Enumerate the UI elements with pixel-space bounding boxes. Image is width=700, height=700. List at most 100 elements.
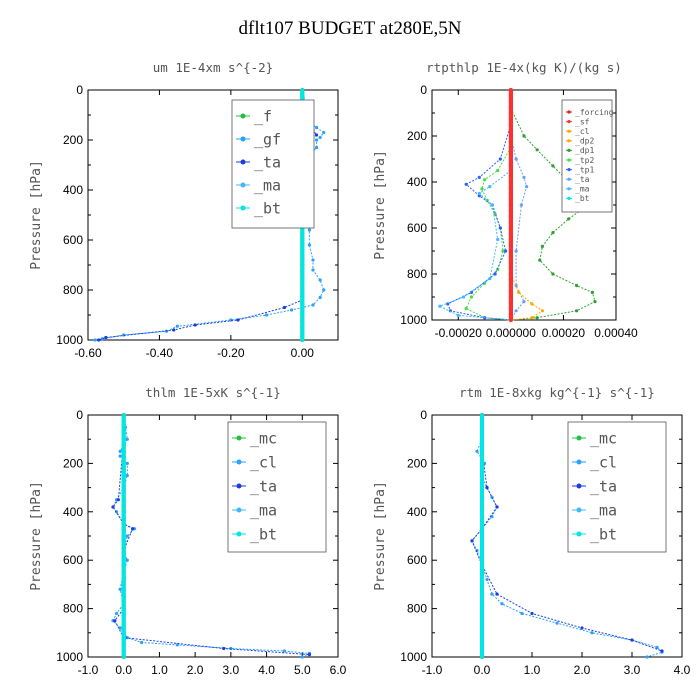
legend-label: _cl bbox=[590, 453, 617, 471]
data-point bbox=[318, 295, 322, 300]
x-tick-label: 1.0 bbox=[524, 663, 541, 677]
data-point bbox=[121, 582, 126, 587]
data-point bbox=[496, 168, 500, 173]
x-tick-label: 3.0 bbox=[624, 663, 641, 677]
series-line-ma bbox=[438, 170, 512, 321]
data-point bbox=[508, 99, 513, 104]
data-point bbox=[438, 304, 442, 308]
data-point bbox=[314, 133, 319, 137]
legend-label: _forcing bbox=[575, 108, 614, 117]
data-point bbox=[480, 479, 484, 484]
data-point bbox=[485, 486, 489, 490]
y-tick-label: 200 bbox=[63, 456, 83, 470]
data-point bbox=[121, 503, 126, 508]
legend-marker bbox=[567, 177, 571, 181]
x-tick-label: 2.0 bbox=[574, 663, 591, 677]
data-point bbox=[522, 300, 526, 304]
data-point bbox=[517, 290, 521, 294]
x-tick-label: -0.20 bbox=[217, 346, 245, 360]
data-point bbox=[300, 269, 305, 274]
data-point bbox=[121, 449, 126, 454]
y-tick-label: 800 bbox=[407, 267, 427, 281]
legend-marker bbox=[576, 435, 582, 441]
data-point bbox=[480, 600, 484, 605]
data-point bbox=[508, 139, 513, 144]
data-point bbox=[97, 338, 101, 342]
y-tick-label: 600 bbox=[63, 553, 83, 567]
data-point bbox=[300, 306, 305, 311]
data-point bbox=[300, 263, 305, 267]
data-point bbox=[300, 319, 305, 324]
y-tick-label: 200 bbox=[407, 456, 427, 470]
data-point bbox=[480, 425, 484, 430]
data-point bbox=[172, 328, 176, 332]
figure-title: dflt107 BUDGET at280E,5N bbox=[238, 18, 462, 39]
data-point bbox=[300, 250, 305, 255]
y-tick-label: 400 bbox=[407, 505, 427, 519]
data-point bbox=[300, 294, 305, 299]
legend-label: _bt bbox=[590, 525, 617, 543]
data-point bbox=[480, 413, 484, 417]
data-point bbox=[480, 630, 484, 635]
legend-marker bbox=[576, 531, 582, 537]
data-point bbox=[121, 612, 126, 617]
data-point bbox=[477, 191, 481, 196]
data-point bbox=[121, 534, 126, 538]
data-point bbox=[121, 600, 126, 605]
data-point bbox=[300, 275, 305, 280]
data-point bbox=[508, 260, 513, 265]
legend-marker bbox=[240, 136, 246, 142]
data-point bbox=[480, 636, 484, 641]
legend-label: _sf bbox=[575, 117, 590, 126]
data-point bbox=[540, 309, 545, 313]
panel-title: um 1E-4xm s^{-2} bbox=[153, 60, 273, 75]
data-point bbox=[525, 185, 529, 189]
data-point bbox=[495, 505, 499, 509]
legend-label: _ma bbox=[250, 501, 277, 519]
data-point bbox=[645, 655, 649, 659]
data-point bbox=[139, 640, 144, 645]
data-point bbox=[508, 145, 513, 150]
data-point bbox=[508, 289, 513, 294]
legend-marker bbox=[240, 182, 246, 188]
data-point bbox=[551, 231, 555, 235]
data-point bbox=[480, 588, 484, 593]
data-point bbox=[300, 338, 305, 342]
x-tick-label: -0.60 bbox=[74, 346, 102, 360]
data-point bbox=[104, 335, 108, 340]
legend-box bbox=[567, 421, 667, 553]
data-point bbox=[498, 157, 502, 161]
data-point bbox=[118, 449, 122, 453]
legend-marker bbox=[236, 435, 242, 441]
data-point bbox=[480, 485, 484, 490]
data-point bbox=[514, 157, 518, 161]
data-point bbox=[514, 309, 518, 313]
data-point bbox=[660, 649, 664, 653]
data-point bbox=[480, 606, 484, 611]
data-point bbox=[480, 576, 484, 581]
data-point bbox=[470, 539, 474, 543]
legend-marker bbox=[240, 205, 246, 211]
legend-label: _bt bbox=[254, 199, 281, 217]
series-line-dp1 bbox=[510, 108, 596, 321]
data-point bbox=[508, 208, 513, 213]
data-point bbox=[508, 318, 513, 322]
data-point bbox=[477, 194, 481, 198]
data-point bbox=[508, 312, 513, 317]
legend-marker bbox=[567, 168, 571, 172]
data-point bbox=[490, 592, 494, 596]
x-tick-label: 0.000000 bbox=[486, 326, 536, 340]
y-tick-label: 1000 bbox=[56, 333, 83, 347]
y-tick-label: 800 bbox=[407, 602, 427, 616]
x-tick-label: 1.0 bbox=[151, 663, 168, 677]
legend-box bbox=[227, 421, 327, 553]
data-point bbox=[480, 552, 484, 557]
y-tick-label: 0 bbox=[420, 83, 427, 97]
data-point bbox=[480, 515, 484, 520]
data-point bbox=[482, 178, 487, 182]
legend-marker bbox=[567, 139, 571, 143]
data-point bbox=[508, 254, 513, 259]
data-point bbox=[500, 602, 504, 606]
series-line-tp2 bbox=[465, 147, 512, 321]
data-point bbox=[551, 164, 555, 168]
